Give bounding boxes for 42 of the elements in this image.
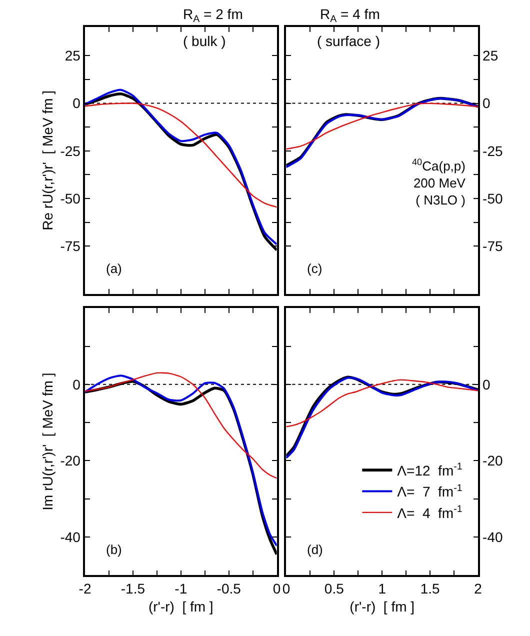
annotation: (c) xyxy=(307,261,322,276)
x-tick-label: -1.5 xyxy=(120,580,146,597)
x-axis-title: (r'-r) [ fm ] xyxy=(350,598,415,614)
x-tick-label: 1 xyxy=(378,580,386,597)
y-tick-label: -50 xyxy=(60,190,81,206)
annotation: (a) xyxy=(106,261,122,276)
y-tick-label: 0 xyxy=(482,95,491,112)
y-tick-label: -40 xyxy=(60,528,81,545)
x-tick-label: 1.5 xyxy=(420,580,440,597)
y-axis-title: Im rU(r,r')r' [ MeV fm ] xyxy=(39,372,56,510)
annotation: (d) xyxy=(307,542,323,557)
y-tick-label: 0 xyxy=(72,95,81,112)
text: ( surface ) xyxy=(317,33,380,49)
legend-label: Λ= 4 fm$^{-1}$ xyxy=(397,504,462,521)
y-tick-label: -25 xyxy=(60,142,81,159)
y-tick-label: -20 xyxy=(482,452,503,469)
x-tick-label: -2 xyxy=(78,580,92,597)
y-tick-label: 25 xyxy=(64,47,81,64)
y-axis-title: Re rU(r,r')r' [ MeV fm ] xyxy=(39,90,56,230)
y-tick-label: -75 xyxy=(482,238,503,254)
x-tick-label: 2 xyxy=(474,580,482,597)
y-tick-label: 0 xyxy=(72,376,81,392)
x-tick-label: 0.5 xyxy=(324,580,344,597)
chart-title: R$_{A}$ = 2 fm xyxy=(183,6,243,25)
chart-title: R$_{A}$ = 4 fm xyxy=(320,6,380,25)
legend-label: Λ=12 fm$^{-1}$ xyxy=(397,462,462,478)
x-tick-label: 0 xyxy=(282,580,290,597)
annotation: (b) xyxy=(106,542,122,557)
y-tick-label: -20 xyxy=(60,452,81,469)
x-tick-label: -1 xyxy=(174,580,188,597)
y-tick-label: -25 xyxy=(482,142,503,159)
x-tick-label: -0.5 xyxy=(216,580,242,597)
x-axis-title: (r'-r) [ fm ] xyxy=(148,598,214,614)
x-tick-label: 0 xyxy=(272,580,281,597)
annotation: $^{40}$Ca(p,p) 200 MeV ( N3LO ) xyxy=(412,157,466,208)
y-tick-label: 25 xyxy=(482,47,498,64)
y-tick-label: -75 xyxy=(60,238,81,254)
y-tick-label: 0 xyxy=(482,376,491,392)
y-tick-label: -50 xyxy=(482,190,503,206)
legend-label: Λ= 7 fm$^{-1}$ xyxy=(397,482,462,500)
text: ( bulk ) xyxy=(183,33,226,49)
y-tick-label: -40 xyxy=(482,528,503,545)
